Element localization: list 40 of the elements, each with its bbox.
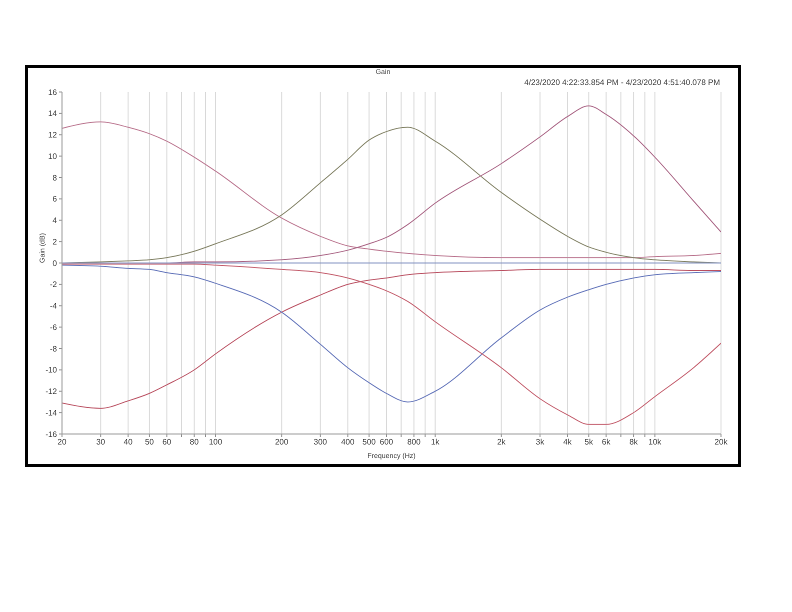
- chart-subtitle: 4/23/2020 4:22:33.854 PM - 4/23/2020 4:51:40.078 PM: [524, 78, 720, 87]
- x-tick-label: 6k: [602, 438, 612, 447]
- x-tick-label: 50: [144, 438, 154, 447]
- x-tick-label: 60: [162, 438, 172, 447]
- y-tick-label: 0: [52, 258, 58, 268]
- y-tick-label: -12: [45, 387, 58, 396]
- y-tick-label: -6: [50, 322, 58, 332]
- x-tick-label: 2k: [497, 438, 507, 447]
- y-tick-label: 10: [48, 152, 58, 161]
- y-tick-label: -10: [45, 366, 58, 375]
- y-tick-label: 6: [52, 194, 58, 204]
- x-tick-label: 20: [58, 438, 67, 447]
- y-tick-label: 12: [48, 130, 58, 140]
- x-tick-label: 8k: [629, 438, 639, 447]
- x-tick-label: 4k: [563, 438, 573, 447]
- x-tick-label: 600: [380, 438, 394, 447]
- x-tick-label: 80: [190, 438, 200, 447]
- y-tick-label: 4: [52, 216, 58, 226]
- x-tick-label: 5k: [584, 438, 594, 447]
- x-tick-label: 100: [208, 438, 223, 447]
- y-tick-label: 2: [52, 237, 58, 246]
- x-tick-label: 500: [362, 438, 376, 447]
- x-tick-label: 10k: [648, 438, 662, 447]
- x-tick-label: 40: [124, 438, 134, 447]
- y-tick-label: -2: [50, 280, 58, 290]
- y-tick-label: -16: [45, 430, 58, 439]
- x-tick-label: 1k: [430, 438, 440, 447]
- y-tick-label: 8: [52, 173, 58, 182]
- x-tick-label: 800: [407, 438, 422, 447]
- x-tick-label: 300: [314, 438, 328, 447]
- y-tick-label: 16: [48, 88, 58, 97]
- y-tick-label: -4: [50, 302, 58, 311]
- y-tick-label: -8: [50, 344, 58, 354]
- x-tick-label: 20k: [714, 438, 728, 447]
- x-tick-label: 30: [96, 438, 106, 447]
- y-tick-label: 14: [48, 109, 58, 118]
- x-tick-label: 3k: [536, 438, 546, 447]
- y-tick-label: -14: [45, 408, 58, 418]
- x-tick-label: 400: [341, 438, 356, 447]
- x-tick-label: 200: [274, 438, 289, 447]
